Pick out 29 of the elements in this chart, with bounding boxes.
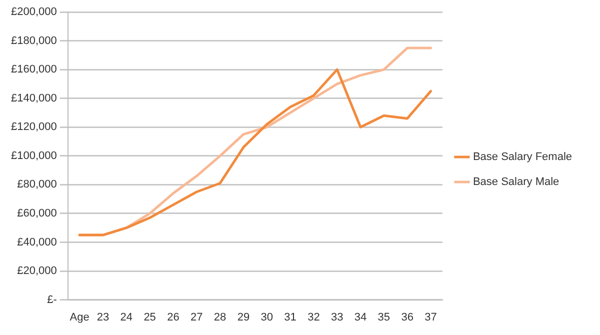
y-tick-label: £40,000 — [17, 236, 57, 248]
x-tick-label: 23 — [96, 311, 110, 324]
legend-label: Base Salary Male — [472, 176, 560, 188]
x-tick-label: 28 — [214, 311, 226, 324]
y-tick-label: £20,000 — [17, 265, 57, 278]
x-tick-label: 35 — [378, 311, 390, 324]
y-tick-label: £60,000 — [17, 207, 57, 220]
x-tick-label: 26 — [167, 311, 180, 324]
y-tick-label: £180,000 — [10, 34, 57, 47]
x-tick-label: 36 — [401, 311, 414, 324]
legend-label: Base Salary Female — [472, 151, 572, 164]
y-tick-label: £140,000 — [10, 92, 57, 104]
x-tick-label: 25 — [144, 311, 156, 324]
x-tick-label: Age — [70, 311, 90, 324]
y-tick-label: £200,000 — [10, 6, 57, 18]
x-tick-label: 27 — [190, 311, 203, 324]
x-tick-label: 34 — [354, 311, 367, 324]
x-tick-label: 37 — [424, 311, 437, 324]
y-tick-label: £120,000 — [10, 121, 57, 134]
y-tick-label: £100,000 — [10, 150, 57, 162]
x-tick-label: 33 — [330, 311, 344, 324]
x-tick-label: 24 — [120, 311, 133, 324]
x-tick-label: 29 — [237, 311, 250, 324]
y-tick-label: £80,000 — [17, 178, 57, 191]
x-tick-label: 30 — [260, 311, 273, 324]
y-tick-label: £- — [47, 294, 58, 306]
x-tick-label: 31 — [284, 311, 296, 324]
x-tick-label: 32 — [308, 311, 320, 324]
y-tick-label: £160,000 — [10, 64, 57, 76]
